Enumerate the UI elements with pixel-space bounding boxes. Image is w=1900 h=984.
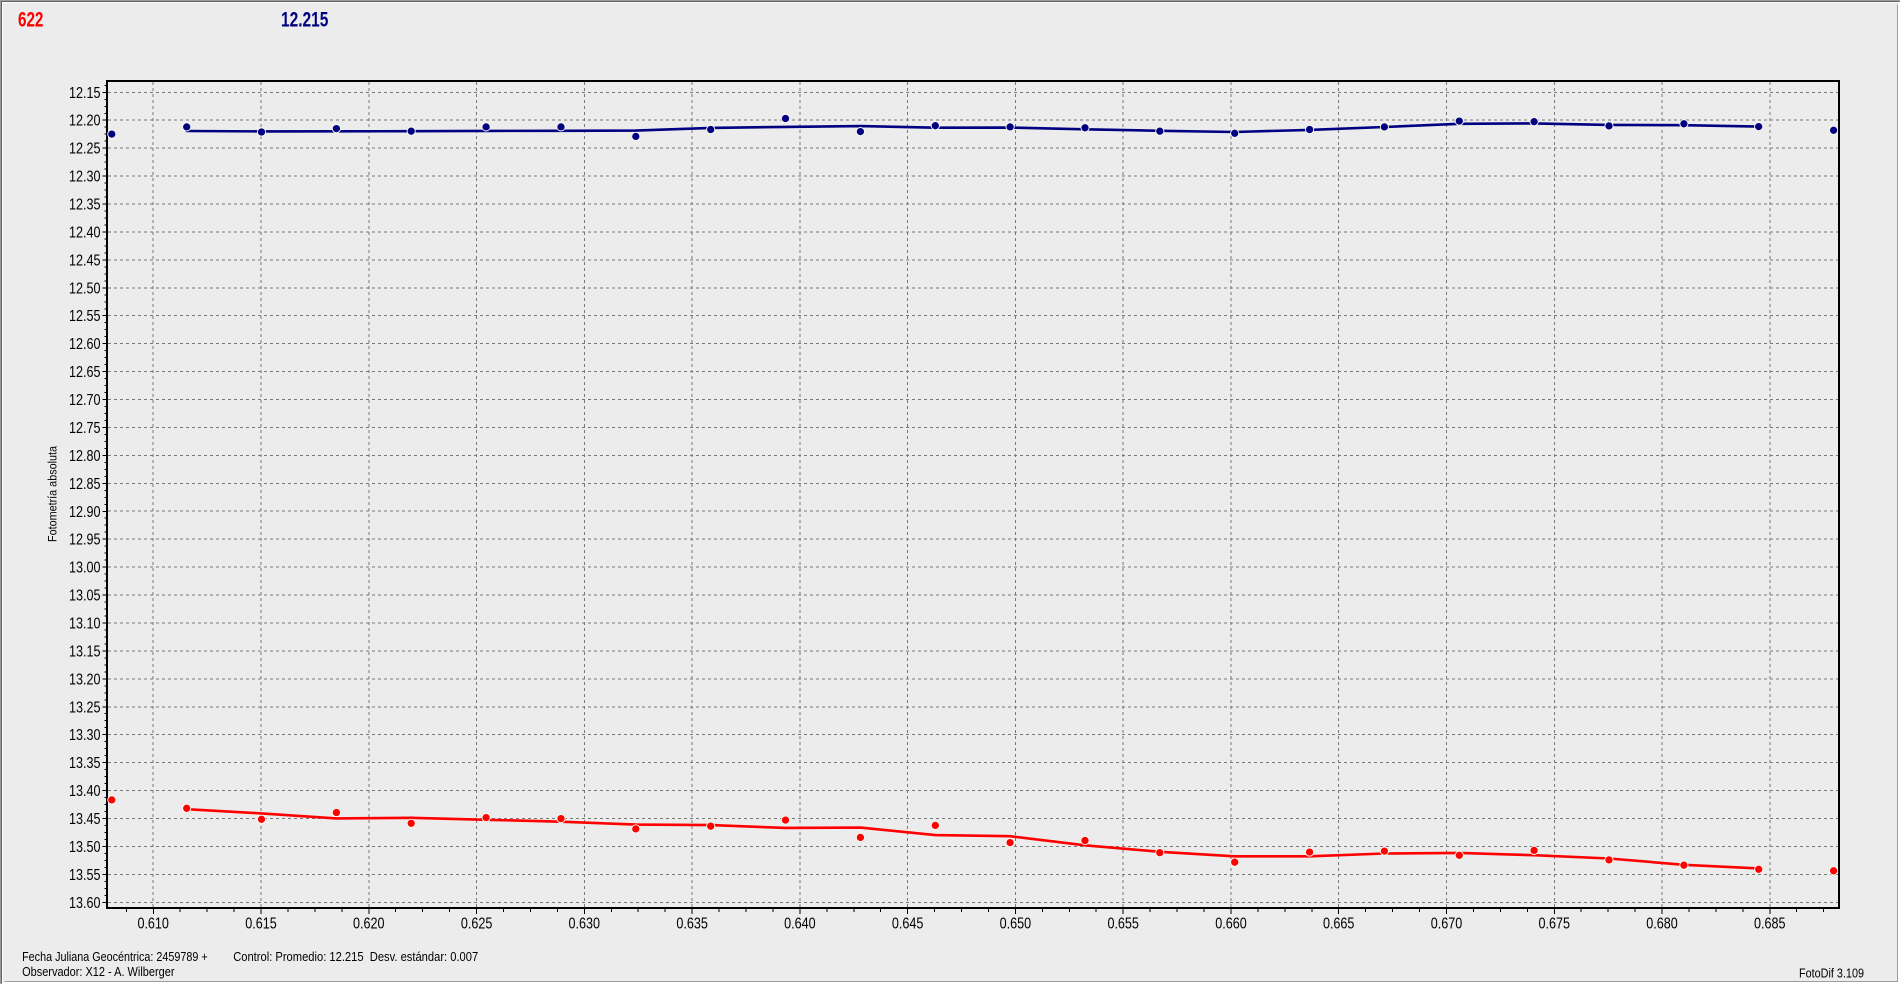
svg-text:Fecha Juliana Geocéntrica: 245: Fecha Juliana Geocéntrica: 2459789 +: [22, 950, 208, 964]
svg-text:12.35: 12.35: [69, 197, 101, 214]
svg-text:13.55: 13.55: [69, 867, 101, 884]
svg-text:12.25: 12.25: [69, 141, 101, 158]
svg-text:13.10: 13.10: [69, 616, 101, 633]
svg-text:0.610: 0.610: [137, 915, 169, 932]
svg-text:0.645: 0.645: [892, 915, 924, 932]
svg-text:13.05: 13.05: [69, 588, 101, 605]
svg-text:12.95: 12.95: [69, 532, 101, 549]
svg-text:12.15: 12.15: [69, 85, 101, 102]
svg-text:12.50: 12.50: [69, 280, 101, 297]
svg-text:12.90: 12.90: [69, 504, 101, 521]
svg-text:0.675: 0.675: [1539, 915, 1571, 932]
svg-text:12.85: 12.85: [69, 476, 101, 493]
svg-text:0.680: 0.680: [1646, 915, 1678, 932]
svg-text:13.00: 13.00: [69, 560, 101, 577]
svg-text:0.615: 0.615: [245, 915, 277, 932]
svg-text:13.50: 13.50: [69, 839, 101, 856]
svg-text:622: 622: [18, 8, 43, 31]
svg-text:12.215: 12.215: [281, 8, 329, 31]
svg-text:0.620: 0.620: [353, 915, 385, 932]
svg-text:0.650: 0.650: [1000, 915, 1032, 932]
svg-text:FotoDif 3.109: FotoDif 3.109: [1799, 966, 1864, 980]
svg-text:0.625: 0.625: [461, 915, 493, 932]
svg-text:12.45: 12.45: [69, 252, 101, 269]
svg-text:12.80: 12.80: [69, 448, 101, 465]
svg-text:12.60: 12.60: [69, 336, 101, 353]
svg-text:0.660: 0.660: [1215, 915, 1247, 932]
svg-text:12.20: 12.20: [69, 113, 101, 130]
svg-text:12.40: 12.40: [69, 224, 101, 241]
svg-text:12.55: 12.55: [69, 308, 101, 325]
svg-text:0.670: 0.670: [1431, 915, 1463, 932]
svg-text:13.45: 13.45: [69, 811, 101, 828]
svg-text:0.665: 0.665: [1323, 915, 1355, 932]
svg-text:0.630: 0.630: [569, 915, 601, 932]
svg-text:13.20: 13.20: [69, 671, 101, 688]
svg-text:0.635: 0.635: [676, 915, 708, 932]
svg-text:Fotometría absoluta: Fotometría absoluta: [48, 445, 60, 542]
svg-text:13.40: 13.40: [69, 783, 101, 800]
svg-text:13.15: 13.15: [69, 643, 101, 660]
svg-text:13.60: 13.60: [69, 895, 101, 912]
svg-text:12.70: 12.70: [69, 392, 101, 409]
svg-text:Control: Promedio: 12.215 Des: Control: Promedio: 12.215 Desv. estándar…: [233, 950, 478, 964]
svg-text:12.30: 12.30: [69, 169, 101, 186]
svg-text:13.25: 13.25: [69, 699, 101, 716]
svg-text:12.75: 12.75: [69, 420, 101, 437]
svg-text:0.640: 0.640: [784, 915, 816, 932]
svg-text:0.685: 0.685: [1754, 915, 1786, 932]
svg-text:Observador: X12 - A. Wilberger: Observador: X12 - A. Wilberger: [22, 965, 174, 979]
svg-text:13.30: 13.30: [69, 727, 101, 744]
svg-text:13.35: 13.35: [69, 755, 101, 772]
svg-text:0.655: 0.655: [1107, 915, 1139, 932]
svg-text:12.65: 12.65: [69, 364, 101, 381]
